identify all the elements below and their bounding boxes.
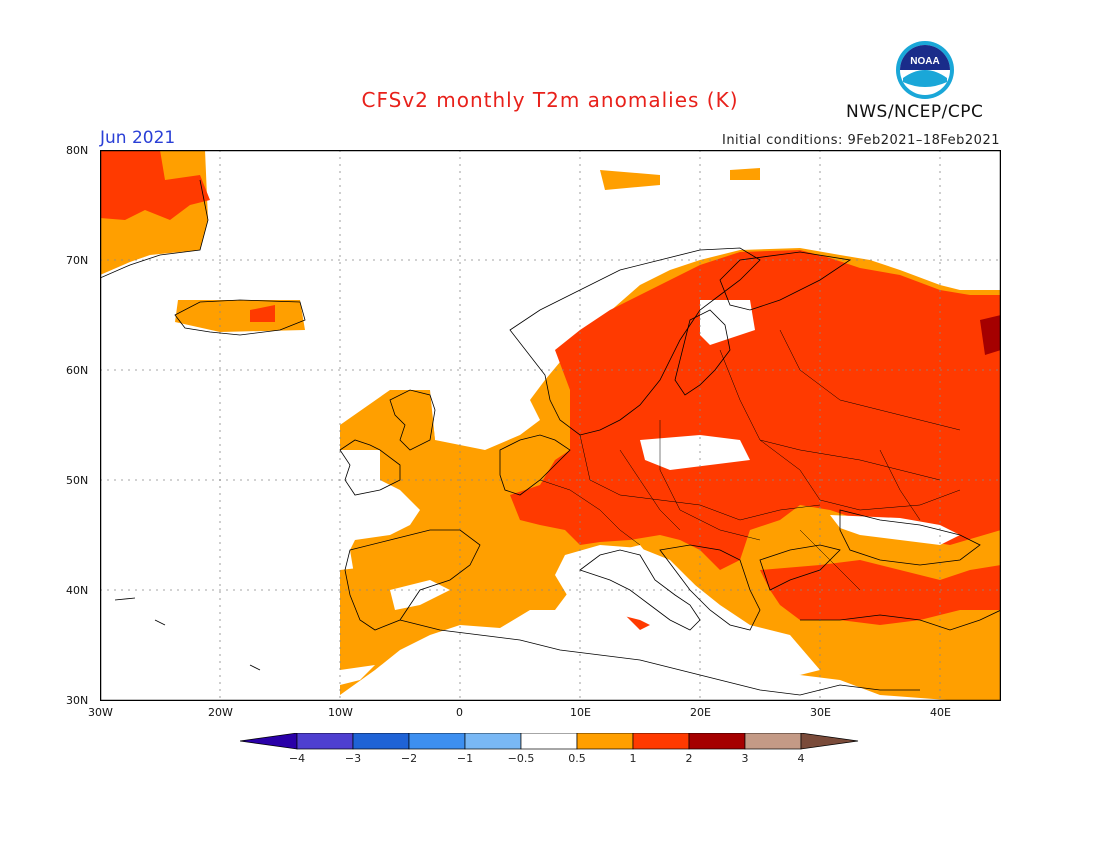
- agency-label: NWS/NCEP/CPC: [846, 102, 984, 122]
- lon-label-30w: 30W: [88, 706, 113, 719]
- color-legend: −4 −3 −2 −1 −0.5 0.5 1 2 3 4: [240, 733, 859, 765]
- lon-label-20e: 20E: [690, 706, 711, 719]
- legend-swatch: [520, 733, 578, 750]
- legend-tick-label: −0.5: [508, 752, 535, 765]
- noaa-logo: NOAA: [896, 41, 954, 99]
- legend-arrow-low: [240, 733, 298, 750]
- coastlines: [100, 179, 1001, 696]
- lon-label-10e: 10E: [570, 706, 591, 719]
- legend-swatch: [744, 733, 802, 750]
- legend-arrow-high: [800, 733, 859, 750]
- legend-swatch: [464, 733, 522, 750]
- legend-tick-label: −1: [457, 752, 473, 765]
- anomaly-map: [100, 150, 1001, 701]
- legend-tick-label: 1: [630, 752, 637, 765]
- legend-tick-label: 2: [686, 752, 693, 765]
- anomaly-shading: [100, 150, 1001, 701]
- lat-label-80n: 80N: [66, 144, 89, 157]
- forecast-month: Jun 2021: [100, 128, 176, 148]
- lat-label-60n: 60N: [66, 364, 89, 377]
- map-frame: [100, 150, 1001, 701]
- legend-tick-label: 3: [742, 752, 749, 765]
- lat-label-50n: 50N: [66, 474, 89, 487]
- legend-swatch: [632, 733, 690, 750]
- legend-swatch: [576, 733, 634, 750]
- legend-tick-label: 4: [798, 752, 805, 765]
- legend-swatch: [688, 733, 746, 750]
- legend-swatch: [352, 733, 410, 750]
- lon-label-40e: 40E: [930, 706, 951, 719]
- legend-tick-label: −4: [289, 752, 305, 765]
- legend-swatch: [296, 733, 354, 750]
- lat-label-30n: 30N: [66, 694, 89, 707]
- lon-label-0: 0: [456, 706, 463, 719]
- lon-label-10w: 10W: [328, 706, 353, 719]
- map-title: CFSv2 monthly T2m anomalies (K): [361, 88, 739, 112]
- lat-label-70n: 70N: [66, 254, 89, 267]
- lon-label-20w: 20W: [208, 706, 233, 719]
- legend-tick-label: 0.5: [568, 752, 586, 765]
- svg-text:NOAA: NOAA: [910, 56, 939, 67]
- lon-label-30e: 30E: [810, 706, 831, 719]
- legend-tick-label: −2: [401, 752, 417, 765]
- initial-conditions: Initial conditions: 9Feb2021–18Feb2021: [721, 133, 1000, 148]
- lat-label-40n: 40N: [66, 584, 89, 597]
- legend-tick-label: −3: [345, 752, 361, 765]
- legend-swatch: [408, 733, 466, 750]
- graticule: [100, 150, 1001, 701]
- country-borders: [539, 329, 961, 591]
